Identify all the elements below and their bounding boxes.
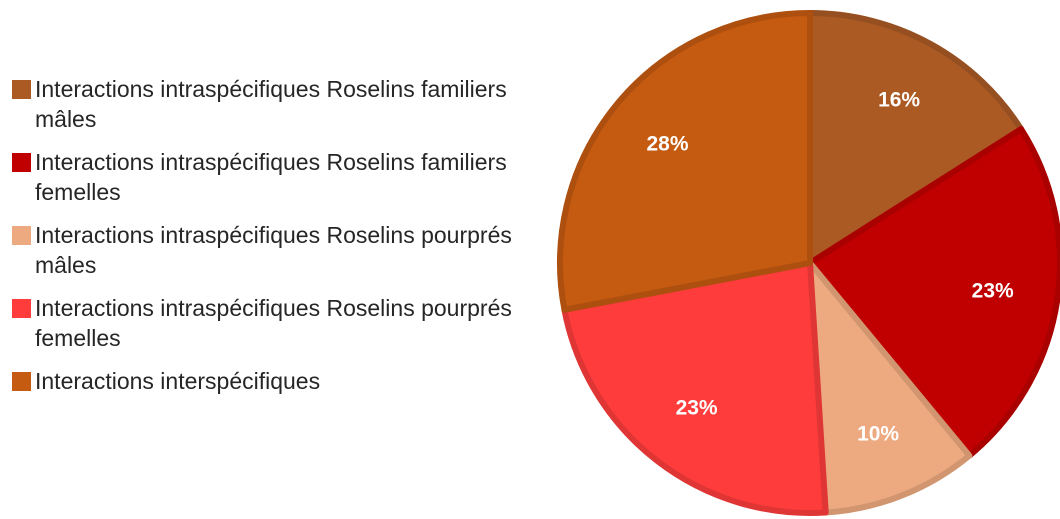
legend-item: Interactions intraspécifiques Roselins f…: [12, 147, 512, 207]
pie-slice-label: 28%: [646, 133, 688, 156]
legend-swatch-icon: [12, 226, 31, 245]
pie-slice: [561, 260, 829, 516]
pie-slice-label: 10%: [857, 423, 899, 446]
legend-swatch-icon: [12, 80, 31, 99]
legend-label: Interactions intraspécifiques Roselins f…: [35, 149, 507, 205]
pie-slice: [807, 260, 973, 516]
legend-swatch-icon: [12, 299, 31, 318]
legend-item: Interactions intraspécifiques Roselins p…: [12, 220, 512, 280]
pie-slice-label: 16%: [878, 88, 920, 111]
legend-label: Interactions intraspécifiques Roselins p…: [35, 222, 512, 278]
pie-slice-label: 23%: [972, 279, 1014, 302]
chart-legend: Interactions intraspécifiques Roselins f…: [12, 74, 512, 409]
legend-item: Interactions interspécifiques: [12, 366, 512, 396]
legend-label: Interactions intraspécifiques Roselins f…: [35, 76, 507, 132]
legend-label: Interactions interspécifiques: [35, 368, 321, 394]
pie-slice: [807, 126, 1060, 459]
pie-slice: [557, 10, 813, 313]
legend-swatch-icon: [12, 372, 31, 391]
legend-item: Interactions intraspécifiques Roselins p…: [12, 293, 512, 353]
legend-label: Interactions intraspécifiques Roselins p…: [35, 295, 512, 351]
legend-item: Interactions intraspécifiques Roselins f…: [12, 74, 512, 134]
pie-slice: [807, 10, 1025, 266]
legend-swatch-icon: [12, 153, 31, 172]
pie-slice-label: 23%: [676, 397, 718, 420]
